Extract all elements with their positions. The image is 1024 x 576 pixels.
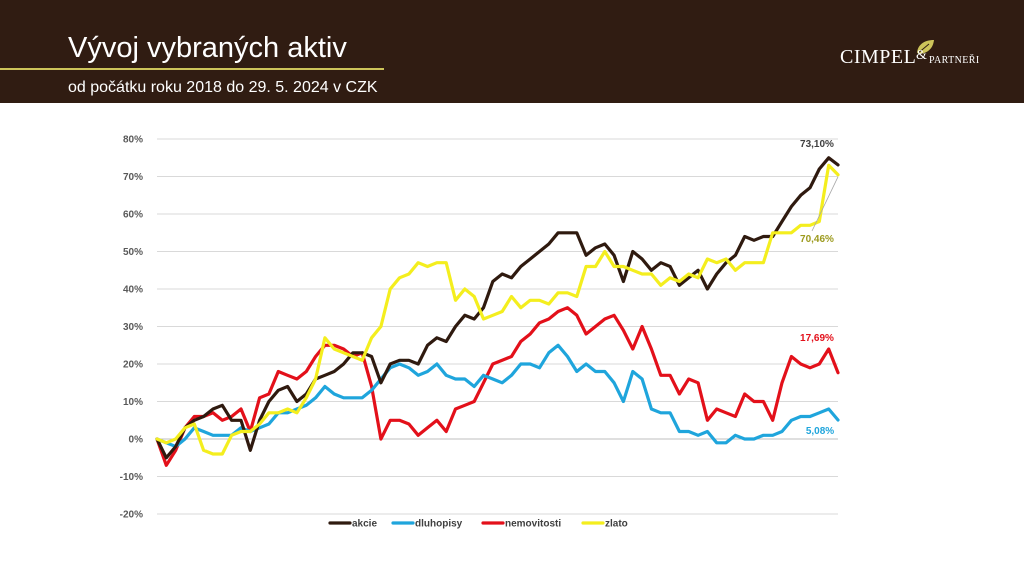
annotation-nemovitosti: 17,69% xyxy=(800,333,834,344)
chart-series xyxy=(155,156,840,467)
chart-grid xyxy=(157,138,838,515)
legend-label-dluhopisy: dluhopisy xyxy=(415,519,463,530)
series-line-akcie xyxy=(155,156,840,460)
annotation-dluhopisy: 5,08% xyxy=(806,426,834,437)
y-tick-label: -20% xyxy=(120,510,143,521)
legend-label-akcie: akcie xyxy=(352,519,377,530)
company-logo: CIMPEL & PARTNEŘI xyxy=(840,40,990,72)
page-subtitle: od počátku roku 2018 do 29. 5. 2024 v CZ… xyxy=(68,79,378,96)
y-tick-label: 70% xyxy=(123,172,143,183)
y-tick-label: 60% xyxy=(123,210,143,221)
title-underline xyxy=(0,68,384,70)
logo-secondary-text: PARTNEŘI xyxy=(929,55,980,66)
y-axis-ticks: -20% -10% 0% 10% 20% 30% 40% 50% 60% 70% 80% xyxy=(120,135,143,521)
y-tick-label: 20% xyxy=(123,360,143,371)
logo-main-text: CIMPEL xyxy=(840,46,917,68)
line-chart: -20% -10% 0% 10% 20% 30% 40% 50% 60% 70% 80% 73,10… xyxy=(120,135,840,530)
leaf-icon xyxy=(916,40,934,55)
annotation-akcie: 73,10% xyxy=(800,139,834,150)
y-tick-label: 30% xyxy=(123,322,143,333)
y-tick-label: 40% xyxy=(123,285,143,296)
legend-label-zlato: zlato xyxy=(605,519,628,530)
annotation-leader-zlato xyxy=(811,176,839,232)
annotation-zlato: 70,46% xyxy=(800,234,834,245)
y-tick-label: 50% xyxy=(123,247,143,258)
page-title: Vývoj vybraných aktiv xyxy=(68,32,347,64)
header-bar: Vývoj vybraných aktiv od počátku roku 20… xyxy=(0,0,1024,103)
y-tick-label: 10% xyxy=(123,397,143,408)
series-line-dluhopisy xyxy=(155,343,840,449)
legend-label-nemovitosti: nemovitosti xyxy=(505,519,561,530)
logo-ampersand: & xyxy=(916,48,927,63)
series-line-zlato xyxy=(155,163,840,456)
chart-annotations: 73,10% 70,46% 17,69% 5,08% xyxy=(800,139,839,437)
chart-legend: akcie dluhopisy nemovitosti zlato xyxy=(328,519,628,530)
y-tick-label: 0% xyxy=(129,435,144,446)
y-tick-label: -10% xyxy=(120,472,143,483)
y-tick-label: 80% xyxy=(123,135,143,146)
series-line-nemovitosti xyxy=(155,306,840,467)
